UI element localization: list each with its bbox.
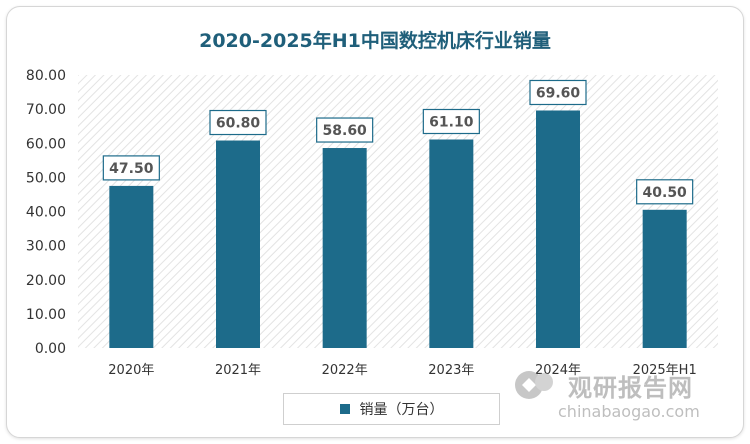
- data-label: 69.60: [536, 85, 581, 101]
- bar: [536, 110, 580, 349]
- data-label-box: [209, 109, 267, 136]
- y-tick-label: 70.00: [26, 102, 66, 118]
- data-label: 47.50: [109, 161, 154, 177]
- y-tick-label: 60.00: [26, 136, 66, 152]
- watermark-logo-icon: [515, 371, 553, 399]
- chart-title: 2020-2025年H1中国数控机床行业销量: [199, 30, 551, 52]
- legend-swatch: [339, 404, 350, 414]
- x-tick-label: 2021年: [215, 363, 261, 378]
- data-label: 60.80: [216, 116, 261, 132]
- y-tick-label: 80.00: [26, 68, 66, 84]
- bar: [429, 139, 474, 348]
- bar: [642, 209, 687, 348]
- data-label-box: [102, 155, 160, 181]
- plot-area: [78, 75, 718, 348]
- data-label: 61.10: [429, 114, 474, 130]
- watermark-brand-text: 观研报告网: [568, 374, 693, 402]
- data-label-box: [529, 79, 587, 106]
- watermark-url-text: chinabaogao.com: [558, 402, 700, 421]
- y-tick-label: 30.00: [26, 239, 66, 255]
- bar: [109, 185, 154, 348]
- data-label: 58.60: [323, 123, 368, 139]
- watermark: 观研报告网 chinabaogao.com: [512, 366, 737, 426]
- data-label-box: [316, 117, 374, 143]
- x-tick-label: 2020年: [108, 363, 154, 378]
- y-tick-label: 40.00: [26, 205, 66, 221]
- legend: 销量（万台）: [283, 393, 500, 425]
- y-tick-label: 20.00: [26, 273, 66, 289]
- data-label: 40.50: [643, 185, 688, 201]
- data-label-box: [422, 108, 480, 135]
- bar: [322, 148, 367, 348]
- y-tick-label: 10.00: [26, 307, 66, 323]
- x-tick-label: 2023年: [428, 363, 474, 378]
- x-tick-label: 2025年H1: [633, 363, 697, 378]
- legend-label: 销量（万台）: [359, 402, 444, 418]
- y-tick-label: 50.00: [26, 170, 66, 186]
- x-tick-label: 2022年: [322, 363, 368, 378]
- bar: [216, 140, 260, 348]
- y-tick-label: 0.00: [35, 341, 66, 357]
- data-label-box: [636, 179, 694, 205]
